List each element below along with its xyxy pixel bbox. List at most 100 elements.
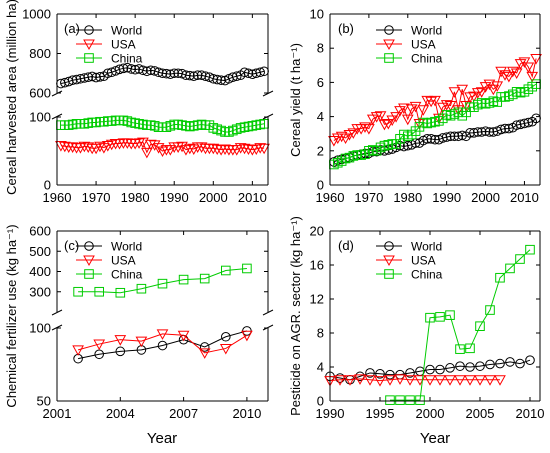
series-line-usa: [329, 378, 500, 382]
y-tick-label: 400: [29, 264, 51, 279]
data-point-usa: [82, 142, 95, 153]
series-line-china: [390, 249, 531, 401]
data-point-usa: [374, 111, 387, 122]
x-tick-label: 1980: [393, 190, 422, 205]
data-point-usa: [246, 145, 259, 156]
y-tick-label: 2: [317, 143, 324, 158]
data-point-usa: [452, 105, 465, 116]
data-point-china: [515, 254, 525, 264]
data-point-usa: [499, 70, 511, 81]
data-point-usa: [137, 137, 149, 149]
data-point-world: [165, 69, 176, 80]
x-tick-label: 2010: [510, 190, 539, 205]
x-tick-label: 2010: [516, 406, 545, 421]
panel-b: 1960 1970 1980 1990 2000 2010 0 2 4 6 8 10 WorldUSA…: [288, 7, 542, 205]
data-point-world: [505, 357, 515, 367]
y-tick-label: 300: [29, 284, 51, 299]
axis-break-mark: [262, 309, 274, 316]
data-point-world: [169, 68, 180, 79]
data-point-world: [519, 118, 530, 129]
data-point-china: [485, 305, 495, 315]
y-tick-label: 8: [317, 326, 324, 341]
data-point-world: [87, 71, 97, 82]
data-point-usa: [526, 71, 539, 83]
data-point-usa: [417, 105, 430, 116]
data-point-usa: [354, 374, 366, 385]
data-point-world: [75, 73, 86, 84]
data-point-world: [511, 120, 522, 130]
data-point-usa: [339, 133, 352, 145]
y-tick-label: 4: [317, 360, 324, 375]
data-point-usa: [72, 345, 84, 356]
data-point-world: [435, 364, 445, 375]
data-point-usa: [55, 141, 67, 152]
data-point-usa: [421, 95, 434, 107]
data-point-usa: [359, 122, 371, 133]
data-point-usa: [390, 112, 402, 123]
data-point-usa: [522, 62, 535, 74]
data-point-usa: [448, 87, 461, 98]
data-point-usa: [195, 142, 208, 153]
x-tick-label: 1990: [316, 406, 345, 421]
panel-d-y-axis-label: Pesticide on AGR. sector (kg ha⁻¹): [288, 216, 303, 416]
series-line-china: [78, 267, 247, 294]
data-point-usa: [172, 142, 184, 153]
legend-label: World: [111, 240, 142, 254]
data-point-usa: [177, 330, 190, 342]
data-point-world: [500, 123, 510, 134]
data-point-usa: [460, 100, 472, 112]
data-point-world: [185, 70, 195, 81]
data-point-usa: [133, 138, 145, 149]
data-point-usa: [335, 131, 348, 143]
data-point-china: [505, 263, 515, 274]
data-point-usa: [363, 124, 375, 135]
data-point-china: [73, 286, 83, 297]
data-point-usa: [211, 144, 224, 155]
data-point-china: [178, 274, 189, 285]
legend-label: USA: [111, 254, 136, 268]
series-line-world: [77, 330, 248, 360]
legend-label: World: [111, 24, 142, 38]
data-point-china: [157, 278, 168, 289]
y-tick-label: 20: [310, 224, 324, 239]
data-point-world: [480, 126, 491, 136]
data-point-usa: [114, 335, 127, 346]
data-point-world: [115, 346, 126, 357]
data-point-china: [525, 244, 535, 255]
data-point-world: [469, 128, 479, 138]
data-point-world: [153, 67, 164, 78]
legend-label: China: [411, 268, 443, 282]
data-point-world: [335, 373, 345, 383]
legend-marker: [83, 39, 95, 51]
data-point-usa: [219, 144, 231, 155]
axis-break-mark: [51, 309, 63, 316]
data-point-usa: [530, 53, 542, 65]
x-tick-label: 1990: [160, 190, 189, 205]
data-point-usa: [370, 112, 383, 123]
data-point-world: [216, 75, 226, 85]
panel-c-y-axis-label: Chemical fertilizer use (kg ha⁻¹): [4, 224, 19, 407]
x-tick-label: 2001: [43, 406, 72, 421]
data-point-usa: [506, 66, 519, 78]
x-tick-label: 2000: [416, 406, 445, 421]
data-point-usa: [184, 143, 196, 155]
data-point-world: [476, 127, 487, 137]
data-point-world: [208, 73, 219, 84]
data-point-usa: [238, 143, 251, 155]
data-point-china: [405, 395, 415, 405]
data-point-usa: [219, 343, 232, 355]
y-tick-label: 800: [29, 46, 51, 61]
data-point-usa: [484, 375, 496, 386]
data-point-usa: [471, 88, 484, 99]
data-point-world: [422, 134, 433, 144]
data-point-world: [425, 364, 435, 375]
data-point-usa: [495, 66, 507, 78]
y-tick-label: 1000: [22, 7, 51, 22]
data-point-world: [221, 331, 231, 342]
y-tick-label: 100: [29, 110, 51, 125]
x-tick-label: 1960: [43, 190, 72, 205]
data-point-china: [385, 395, 395, 405]
y-tick-label: 0: [44, 178, 51, 193]
data-point-usa: [176, 141, 188, 153]
legend-marker: [83, 255, 95, 267]
